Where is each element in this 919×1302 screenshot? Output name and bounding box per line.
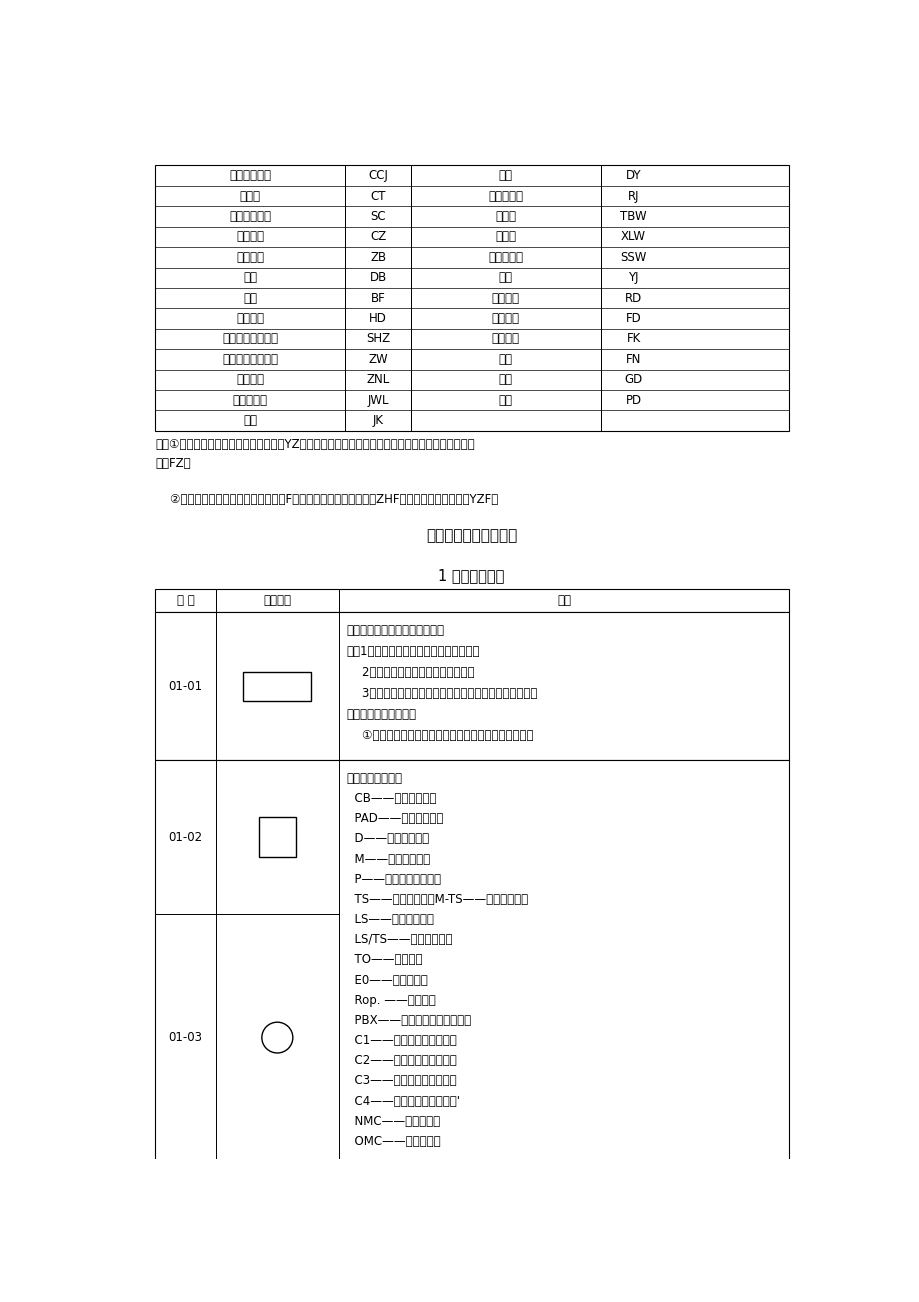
Text: 3．可以加注文字符号来表示不同的等级、规模、用途、: 3．可以加注文字符号来表示不同的等级、规模、用途、 bbox=[346, 687, 537, 700]
Text: 通信局、所、站、台的一般符号: 通信局、所、站、台的一般符号 bbox=[346, 624, 445, 637]
Text: 注：1．必要的可根据建筑物的形状绘制；: 注：1．必要的可根据建筑物的形状绘制； bbox=[346, 644, 480, 658]
Text: RJ: RJ bbox=[627, 190, 639, 203]
Text: ZW: ZW bbox=[368, 353, 388, 366]
Text: D——调度电话站；: D——调度电话站； bbox=[346, 832, 428, 845]
Bar bbox=[155, 612, 789, 760]
Text: 01-03: 01-03 bbox=[168, 1031, 202, 1044]
Text: 配电: 配电 bbox=[498, 393, 512, 406]
Text: C4——四级长话交换中心；': C4——四级长话交换中心；' bbox=[346, 1095, 460, 1108]
Text: TBW: TBW bbox=[619, 210, 646, 223]
Text: 程控长话交换: 程控长话交换 bbox=[229, 169, 271, 182]
Text: 会议电话: 会议电话 bbox=[236, 312, 264, 326]
Text: DY: DY bbox=[625, 169, 641, 182]
Text: C2——二级长话交换中心；: C2——二级长话交换中心； bbox=[346, 1055, 456, 1068]
Text: 计算机网络: 计算机网络 bbox=[233, 393, 267, 406]
Text: FN: FN bbox=[625, 353, 641, 366]
Text: FD: FD bbox=[625, 312, 641, 326]
Text: C1——一级长话交换中心；: C1——一级长话交换中心； bbox=[346, 1034, 456, 1047]
Text: ①必要时在方框符号中加入以下代号，表示不同的电话: ①必要时在方框符号中加入以下代号，表示不同的电话 bbox=[346, 729, 533, 742]
Text: 律用FZ。: 律用FZ。 bbox=[155, 457, 191, 470]
Text: 电气装置: 电气装置 bbox=[492, 312, 519, 326]
Text: ②单项工程土建要求在专业代号后加F，例如载波室土建要求图为ZHF；综合性土建要求图为YZF。: ②单项工程土建要求在专业代号后加F，例如载波室土建要求图为ZHF；综合性土建要求… bbox=[155, 492, 498, 505]
Text: DB: DB bbox=[369, 271, 386, 284]
Text: E0——市话端局；: E0——市话端局； bbox=[346, 974, 427, 987]
Text: JWL: JWL bbox=[367, 393, 389, 406]
Text: 自动转报: 自动转报 bbox=[236, 251, 264, 264]
Text: 报房: 报房 bbox=[244, 292, 257, 305]
Text: TS——长话交换局；M-TS——人工长途局；: TS——长话交换局；M-TS——人工长途局； bbox=[346, 893, 528, 906]
Text: 01-01: 01-01 bbox=[168, 680, 202, 693]
Circle shape bbox=[262, 1022, 292, 1053]
Text: 交换局、站、台：: 交换局、站、台： bbox=[346, 772, 403, 785]
Text: 2．圆形符号一级表示小型从属站；: 2．圆形符号一级表示小型从属站； bbox=[346, 665, 474, 678]
Text: PAD——人防电话站；: PAD——人防电话站； bbox=[346, 812, 443, 825]
Text: NMC——网管中心，: NMC——网管中心， bbox=[346, 1115, 439, 1128]
Text: CB——共电电话站；: CB——共电电话站； bbox=[346, 792, 436, 805]
Text: 容量及局号等。例如；: 容量及局号等。例如； bbox=[346, 708, 416, 721]
Text: 注：①总说明附的总图和工艺图纸一律用YZ，总说明中引用的单项设计的图纸编号不变，土建图纸一: 注：①总说明附的总图和工艺图纸一律用YZ，总说明中引用的单项设计的图纸编号不变，… bbox=[155, 439, 474, 452]
Text: 同步网: 同步网 bbox=[494, 210, 516, 223]
Text: 01-02: 01-02 bbox=[168, 831, 202, 844]
Text: 管道: 管道 bbox=[498, 374, 512, 387]
Bar bbox=[258, 818, 296, 858]
Text: SC: SC bbox=[370, 210, 386, 223]
Text: YJ: YJ bbox=[628, 271, 638, 284]
Bar bbox=[155, 590, 789, 612]
Text: 图形符号: 图形符号 bbox=[263, 595, 291, 608]
Text: FK: FK bbox=[626, 332, 640, 345]
Bar bbox=[243, 672, 312, 700]
Text: C3——三级长话交换中心；: C3——三级长话交换中心； bbox=[346, 1074, 456, 1087]
Text: M——会议电话站；: M——会议电话站； bbox=[346, 853, 429, 866]
Text: 中继线无人增音站: 中继线无人增音站 bbox=[222, 353, 278, 366]
Text: PD: PD bbox=[625, 393, 641, 406]
Text: 油机: 油机 bbox=[498, 271, 512, 284]
Text: 弱电系统: 弱电系统 bbox=[492, 292, 519, 305]
Text: 数据传输通信: 数据传输通信 bbox=[229, 210, 271, 223]
Text: SSW: SSW bbox=[619, 251, 646, 264]
Bar bbox=[155, 760, 789, 1160]
Text: 三、图形符号（摘编）: 三、图形符号（摘编） bbox=[425, 527, 516, 543]
Text: 智能大楼: 智能大楼 bbox=[236, 374, 264, 387]
Text: 数字用户环路载波: 数字用户环路载波 bbox=[222, 332, 278, 345]
Text: 数字数据网: 数字数据网 bbox=[488, 251, 523, 264]
Text: CT: CT bbox=[370, 190, 385, 203]
Text: CZ: CZ bbox=[369, 230, 386, 243]
Text: RD: RD bbox=[624, 292, 641, 305]
Text: LS/TS——长市合一局；: LS/TS——长市合一局； bbox=[346, 934, 452, 947]
Text: ZNL: ZNL bbox=[366, 374, 390, 387]
Text: 长途台: 长途台 bbox=[240, 190, 261, 203]
Text: JK: JK bbox=[372, 414, 383, 427]
Text: LS——市话交换局；: LS——市话交换局； bbox=[346, 913, 433, 926]
Text: 暖气: 暖气 bbox=[498, 353, 512, 366]
Text: Rop. ——中继站；: Rop. ——中继站； bbox=[346, 993, 436, 1006]
Text: 监控: 监控 bbox=[244, 414, 257, 427]
Text: SHZ: SHZ bbox=[366, 332, 390, 345]
Text: P——生产扩音电话站；: P——生产扩音电话站； bbox=[346, 872, 440, 885]
Text: 传真通信: 传真通信 bbox=[236, 230, 264, 243]
Text: BF: BF bbox=[370, 292, 385, 305]
Text: 序 号: 序 号 bbox=[176, 595, 194, 608]
Text: 1 有线通信局站: 1 有线通信局站 bbox=[437, 568, 505, 583]
Text: PBX——用户小交换机电话站。: PBX——用户小交换机电话站。 bbox=[346, 1014, 471, 1027]
Text: 电报: 电报 bbox=[244, 271, 257, 284]
Text: 说明: 说明 bbox=[557, 595, 571, 608]
Text: HD: HD bbox=[369, 312, 387, 326]
Text: 电源: 电源 bbox=[498, 169, 512, 182]
Text: TO——汇按局；: TO——汇按局； bbox=[346, 953, 422, 966]
Text: 空调通风: 空调通风 bbox=[492, 332, 519, 345]
Bar bbox=[155, 165, 789, 431]
Text: 信令网: 信令网 bbox=[494, 230, 516, 243]
Text: CCJ: CCJ bbox=[368, 169, 388, 182]
Text: OMC——维护中心；: OMC——维护中心； bbox=[346, 1135, 440, 1148]
Text: XLW: XLW bbox=[620, 230, 645, 243]
Text: 计算机软件: 计算机软件 bbox=[488, 190, 523, 203]
Text: GD: GD bbox=[624, 374, 642, 387]
Text: ZB: ZB bbox=[369, 251, 386, 264]
